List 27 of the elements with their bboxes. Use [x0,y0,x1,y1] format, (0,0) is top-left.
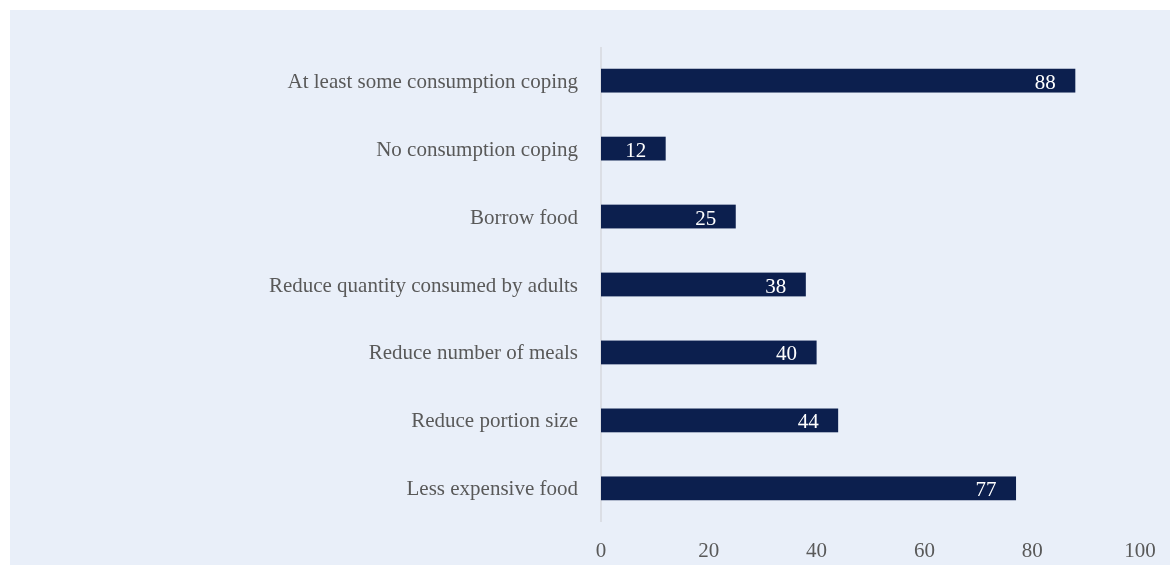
data-label: 44 [797,409,820,434]
x-tick-label: 0 [595,538,607,562]
bar [601,204,736,229]
y-tick-label: Reduce portion size [411,408,578,433]
y-tick-label: Borrow food [470,204,579,229]
data-label: 77 [975,477,997,502]
y-tick-label: At least some consumption coping [287,68,579,93]
x-tick-label: 100 [1124,538,1156,562]
bar [601,272,806,297]
data-label: 38 [765,273,787,298]
bar [601,408,839,433]
bar [601,68,1076,93]
data-label: 12 [625,137,647,162]
data-label: 88 [1034,69,1056,94]
data-label: 40 [776,341,798,366]
bar [601,136,666,161]
bar [601,340,817,365]
x-tick-label: 20 [698,538,720,562]
y-tick-label: Reduce quantity consumed by adults [268,272,578,297]
x-tick-label: 80 [1021,538,1043,562]
bar [601,476,1017,501]
x-tick-label: 40 [806,538,828,562]
y-tick-label: Less expensive food [406,476,579,501]
x-tick-label: 60 [913,538,935,562]
data-label: 25 [695,205,717,230]
y-tick-label: No consumption coping [376,136,579,161]
y-tick-label: Reduce number of meals [368,340,578,365]
